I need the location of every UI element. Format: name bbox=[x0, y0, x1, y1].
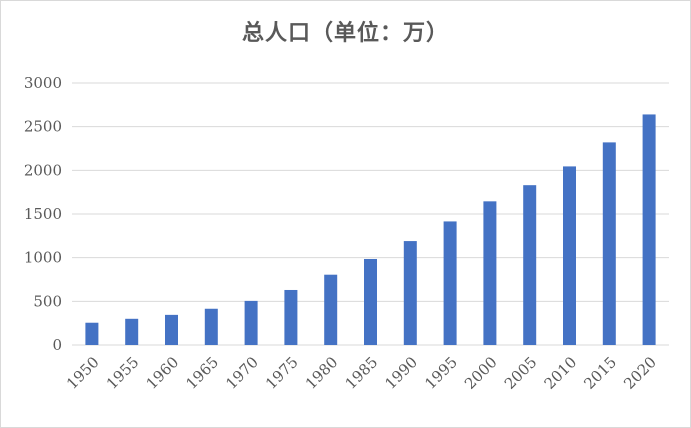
x-tick-label: 1975 bbox=[262, 353, 302, 393]
bar-1960 bbox=[165, 314, 178, 345]
x-tick-label: 1980 bbox=[302, 353, 342, 393]
bar-1985 bbox=[364, 258, 377, 345]
y-tick-label: 2500 bbox=[24, 118, 62, 136]
y-tick-label: 500 bbox=[33, 292, 62, 310]
bar-1975 bbox=[284, 289, 298, 345]
y-tick-label: 0 bbox=[52, 336, 62, 354]
x-tick-label: 1970 bbox=[222, 353, 262, 393]
bar-1950 bbox=[85, 322, 99, 345]
x-tick-label: 2020 bbox=[620, 353, 660, 393]
bar-1995 bbox=[443, 221, 457, 345]
chart-title: 总人口（单位：万） bbox=[241, 21, 449, 46]
x-tick-label: 2005 bbox=[501, 353, 541, 393]
x-tick-label: 1985 bbox=[342, 353, 382, 393]
x-tick-label: 1965 bbox=[182, 353, 222, 393]
x-tick-label: 1995 bbox=[421, 353, 461, 393]
x-tick-label: 2000 bbox=[461, 353, 501, 393]
x-tick-label: 1960 bbox=[143, 353, 183, 393]
x-tick-label: 1955 bbox=[103, 353, 143, 393]
bars bbox=[85, 114, 656, 345]
bar-1990 bbox=[403, 241, 417, 345]
bar-1965 bbox=[204, 308, 218, 345]
x-tick-label: 2015 bbox=[580, 353, 620, 393]
bar-1970 bbox=[244, 300, 258, 345]
bar-2010 bbox=[563, 166, 576, 345]
x-tick-label: 1950 bbox=[63, 353, 103, 393]
y-tick-label: 1500 bbox=[24, 205, 62, 223]
bar-2015 bbox=[602, 142, 616, 345]
x-tick-label: 1990 bbox=[381, 353, 421, 393]
bar-1980 bbox=[324, 274, 338, 345]
y-tick-label: 1000 bbox=[24, 249, 62, 267]
x-tick-label: 2010 bbox=[541, 353, 581, 393]
y-tick-label: 2000 bbox=[24, 161, 62, 179]
bar-1955 bbox=[125, 318, 139, 345]
bar-2020 bbox=[642, 114, 656, 345]
y-axis-ticks: 0 500 1000 1500 2000 2500 3000 bbox=[24, 74, 62, 354]
x-axis-ticks: 1950 1955 1960 1965 1970 1975 1980 1985 1990 1995… bbox=[63, 353, 660, 393]
y-tick-label: 3000 bbox=[24, 74, 62, 92]
bar-2000 bbox=[483, 201, 497, 345]
bar-2005 bbox=[523, 185, 537, 345]
